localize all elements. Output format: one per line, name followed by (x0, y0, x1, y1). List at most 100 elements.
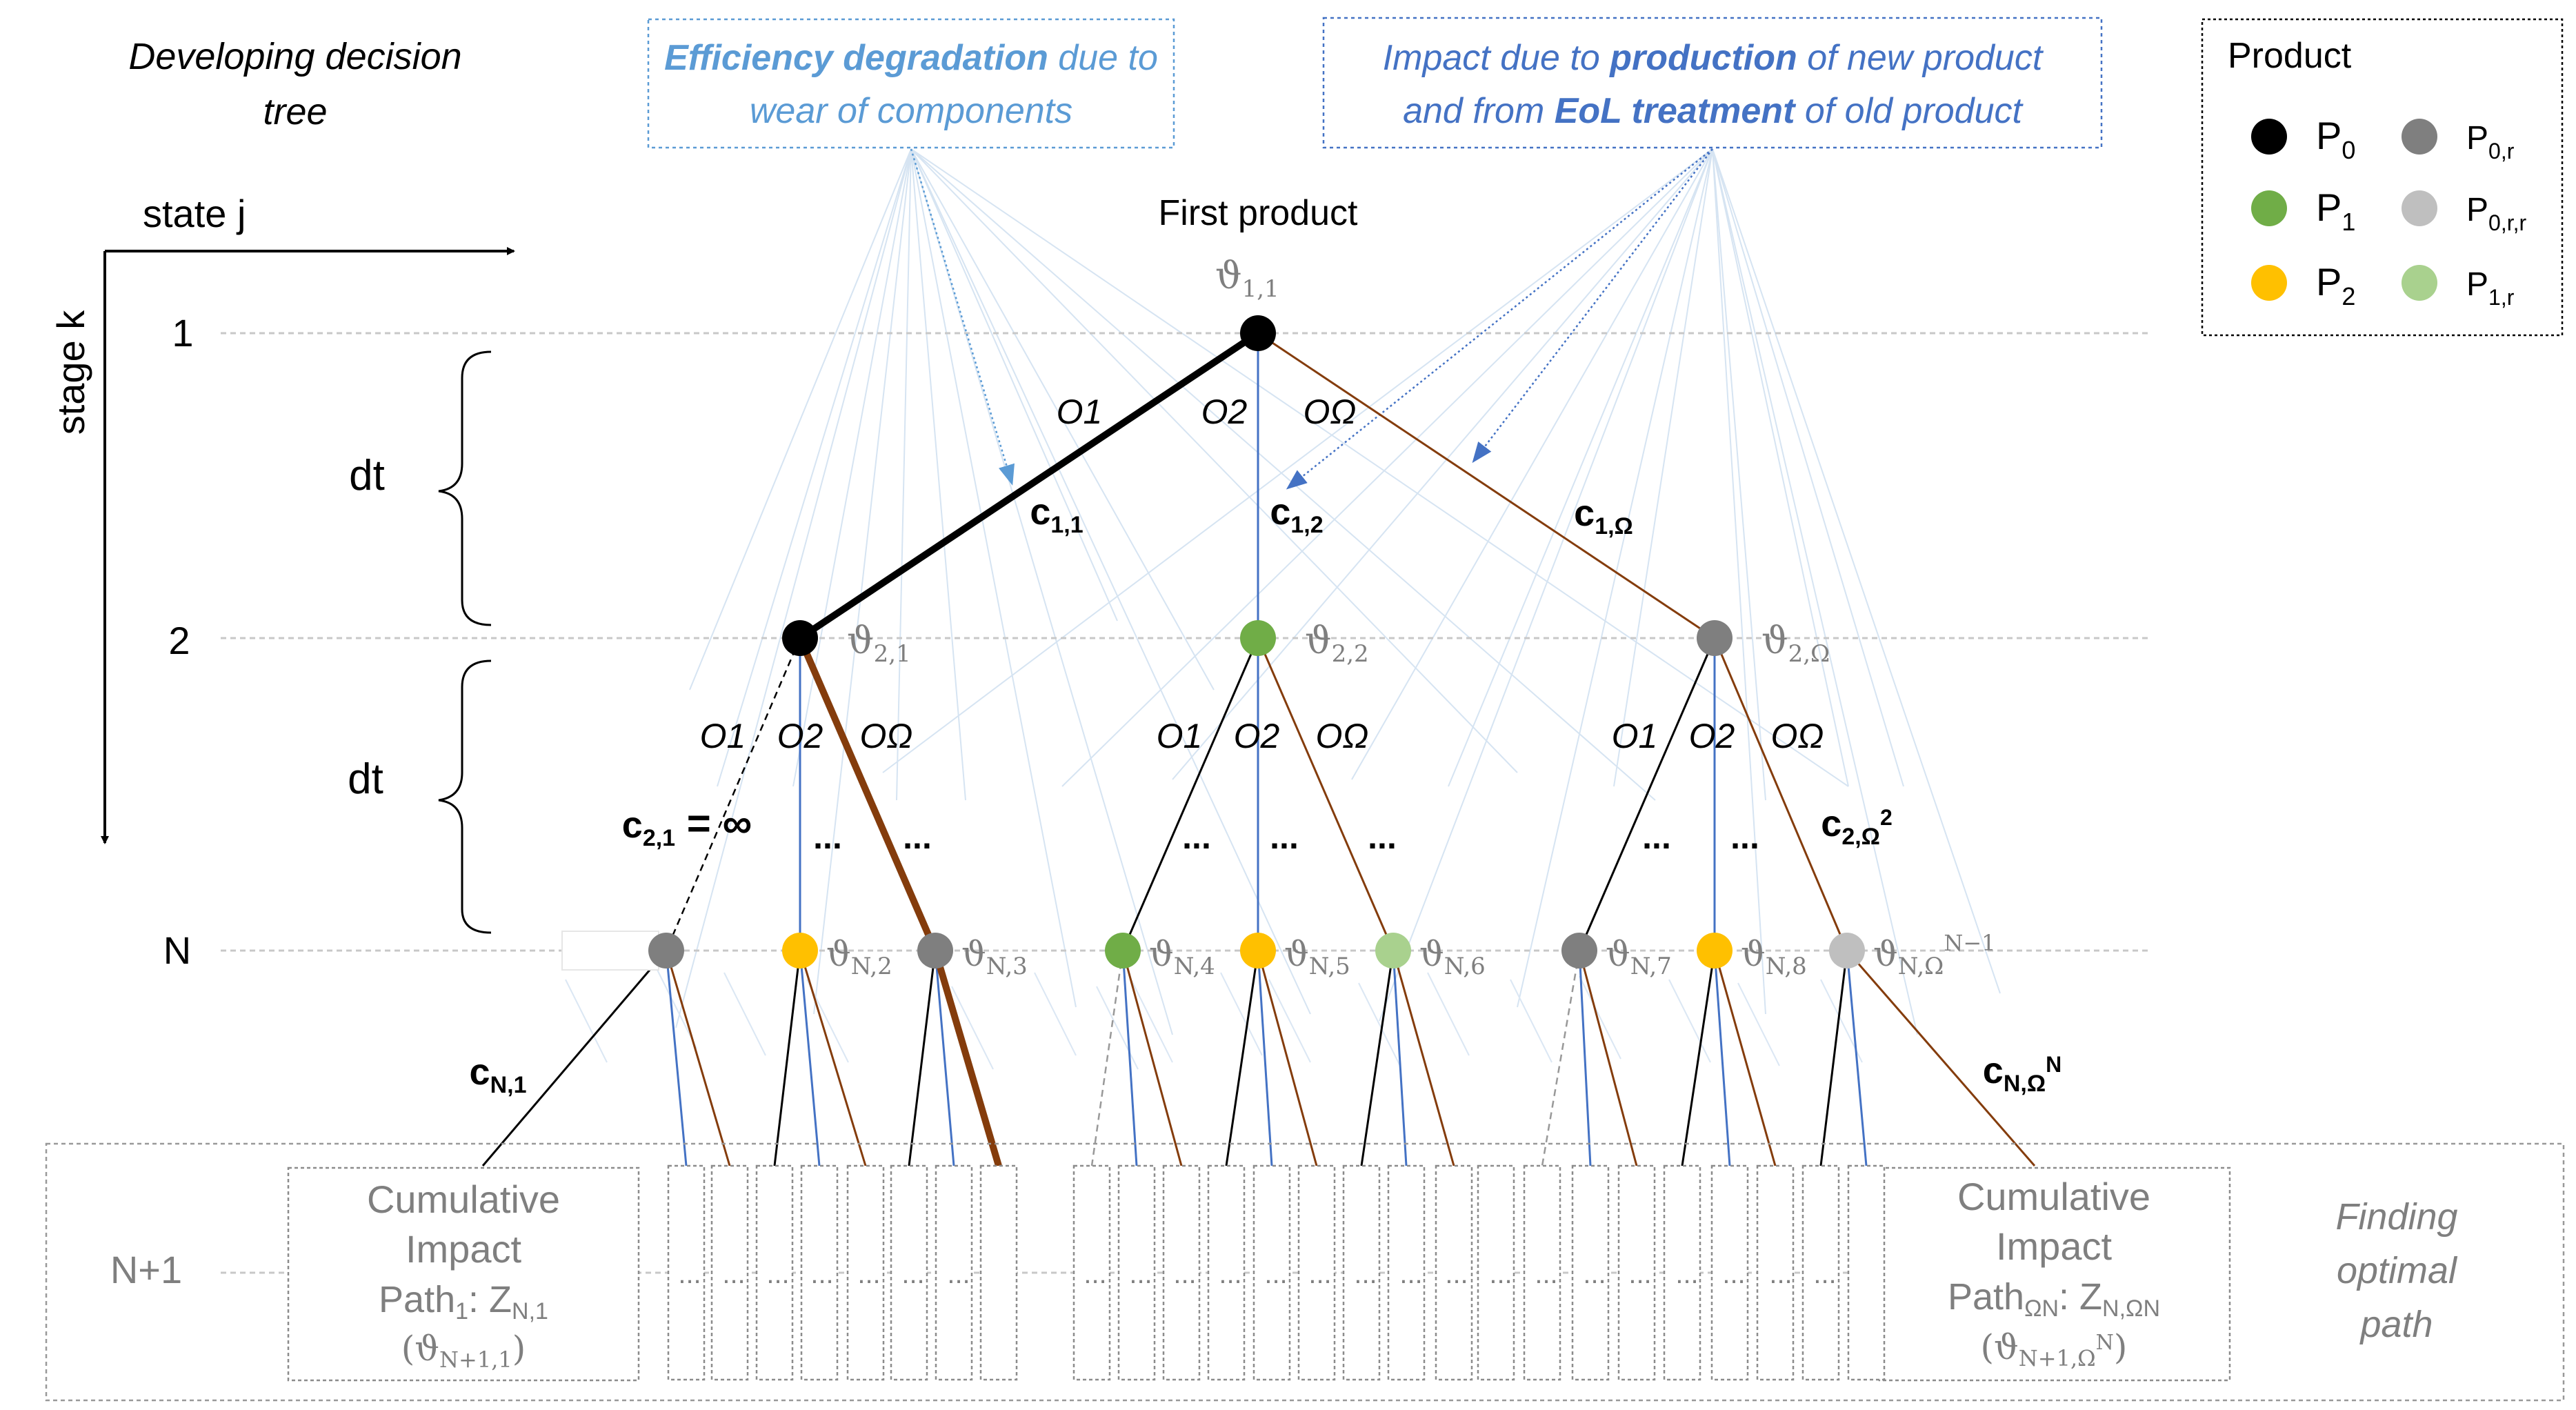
legend-label-sub-3: 1 (2342, 208, 2355, 236)
cost-cn1-main: c (470, 1051, 490, 1093)
node-stagen-label-9-sup: N−1 (1944, 930, 1995, 956)
edge-n-7-to-leaf-3 (1578, 950, 1638, 1166)
edge-n-1-to-leaf-2 (665, 950, 688, 1166)
node-stage2-label-2-sub: 2,2 (1332, 640, 1369, 668)
ellipsis-5: ... (1368, 817, 1397, 856)
node-stage2-label-2-symbol: ϑ (1305, 619, 1332, 662)
edge-n-6-to-leaf-1 (1360, 950, 1395, 1166)
faint-line-b-10 (1712, 148, 1766, 1015)
impact-annotation-line2: and from EoL treatment of old product (1403, 91, 2024, 131)
leaf-box-20 (1571, 1164, 1610, 1381)
faint-line-b-9 (1517, 148, 1713, 1008)
node-stagen-label-4: ϑN,4 (1149, 934, 1215, 980)
faint-low-line-15 (1737, 982, 1780, 1066)
legend-label-1: P0 (2316, 114, 2355, 164)
leaf-box-5 (846, 1164, 885, 1381)
faint-line-a-7 (910, 148, 1311, 1015)
option-label-11: O2 (1689, 717, 1735, 755)
cost-c2omega: c2,Ω2 (1821, 803, 1892, 850)
edge-2-omega-to-n-last (1713, 637, 1848, 951)
leaf-boxes: ........................................… (667, 1164, 1886, 1381)
leaf-box-4 (800, 1164, 839, 1381)
impact-annotation-box (1322, 17, 2103, 149)
cost-c21-infinite-sub: 2,1 (643, 825, 675, 851)
node-stagen-7 (1561, 933, 1597, 969)
faint-low-line-1 (655, 965, 697, 1049)
legend-label-5: P2 (2316, 260, 2355, 310)
node-stagen-label-9-sub: N,Ω (1898, 953, 1944, 980)
node-stagen-label-9: ϑN,ΩN−1 (1873, 930, 1996, 980)
cost-c12-main: c (1270, 491, 1290, 533)
cost-cnomega-sub: N,Ω (2004, 1071, 2046, 1097)
leaf-dots-13: ... (1308, 1259, 1331, 1289)
node-stagen-label-4-sub: N,4 (1174, 953, 1215, 980)
cost-cnomega: cN,ΩN (1983, 1050, 2061, 1097)
faint-low-line-14 (1668, 979, 1711, 1063)
node-stagen-label-2: ϑN,2 (826, 934, 892, 980)
node-stage2-label-3: ϑ2,Ω (1761, 619, 1830, 668)
edge-n-9-to-leaf-1 (1819, 950, 1848, 1166)
edge-n-3-to-leaf-2 (934, 950, 955, 1166)
leaf-dots-8: ... (1084, 1259, 1106, 1289)
node-stagen-label-8: ϑN,8 (1741, 934, 1807, 980)
node-stage2-label-1-symbol: ϑ (847, 619, 874, 662)
leaf-dots-3: ... (766, 1259, 789, 1289)
node-stagen-label-7: ϑN,7 (1606, 934, 1672, 980)
node-stagen-label-5-sub: N,5 (1309, 953, 1350, 980)
edge-n-5-to-leaf-1 (1225, 950, 1259, 1166)
faint-low-line-8 (1220, 972, 1263, 1056)
faint-line-a-8 (910, 148, 1118, 622)
legend-swatch-6 (2402, 265, 2437, 301)
node-stage2-label-3-sub: 2,Ω (1788, 640, 1830, 668)
faint-low-line-12 (1510, 979, 1552, 1063)
option-label-8: O2 (1234, 717, 1280, 755)
edge-n-8-to-leaf-2 (1713, 950, 1731, 1166)
edge-2-2-to-n-6 (1257, 637, 1395, 951)
faint-low-line-2 (723, 972, 766, 1056)
legend-swatch-4 (2402, 190, 2437, 226)
edge-root-to-2-omega (1257, 332, 1715, 639)
faint-line-a-10 (910, 148, 1518, 773)
tree-nodes: ϑ1,1ϑ2,1 ϑ2,2 ϑ2,ΩϑN,2 ϑN,3 ϑN,4 ϑN,5 ϑN,6 ϑN,7… (561, 254, 1996, 980)
node-stagen-label-6-sub: N,6 (1444, 953, 1486, 980)
legend-label-name-1: P (2316, 114, 2342, 157)
node-stagen-label-8-symbol: ϑ (1741, 934, 1766, 974)
leaf-box-8 (979, 1164, 1018, 1381)
legend-label-4: P0,r,r (2466, 192, 2526, 235)
legend-label-sub-5: 2 (2342, 282, 2355, 310)
efficiency-arrow (910, 148, 1015, 486)
option-label-5: O2 (777, 717, 823, 755)
leaf-dots-9: ... (1129, 1259, 1152, 1289)
node-stage2-label-1-sub: 2,1 (874, 640, 911, 668)
node-stagen-8 (1697, 933, 1733, 969)
leaf-box-12 (1207, 1164, 1246, 1381)
node-root (1240, 315, 1276, 351)
dt-label-1: dt (349, 452, 385, 499)
edge-n-1-to-leaf-3 (665, 950, 731, 1166)
leaf-dots-1: ... (678, 1259, 701, 1289)
leaf-dots-10: ... (1173, 1259, 1196, 1289)
cost-cn1: cN,1 (470, 1051, 527, 1098)
cost-c21-infinite-main: c (622, 804, 643, 846)
faint-line-a-0 (689, 148, 912, 691)
legend-title: Product (2228, 36, 2352, 76)
cumulative-left-box (287, 1166, 640, 1382)
node-stagen-label-3-sub: N,3 (986, 953, 1028, 980)
legend-label-sub-2: 0,r (2488, 139, 2515, 163)
faint-low-line-0 (565, 979, 608, 1063)
node-stagen-label-7-sub: N,7 (1630, 953, 1672, 980)
faint-line-b-6 (1712, 148, 1766, 801)
leaf-dots-6: ... (901, 1259, 924, 1289)
edge-n-8-to-leaf-3 (1713, 950, 1777, 1166)
faint-line-b-12 (1379, 148, 1713, 1022)
cost-c12-sub: 1,2 (1290, 512, 1323, 538)
edge-2-omega-to-n-7 (1578, 637, 1716, 951)
option-label-9: OΩ (1316, 717, 1369, 755)
node-root-label: ϑ1,1 (1215, 254, 1279, 303)
edge-n-6-to-leaf-3 (1392, 950, 1455, 1166)
leaf-dots-16: ... (1445, 1259, 1468, 1289)
leaf-box-19 (1523, 1164, 1561, 1381)
leaf-box-7 (935, 1164, 973, 1381)
leaf-box-21 (1617, 1164, 1656, 1381)
first-product-label: First product (1159, 193, 1359, 233)
